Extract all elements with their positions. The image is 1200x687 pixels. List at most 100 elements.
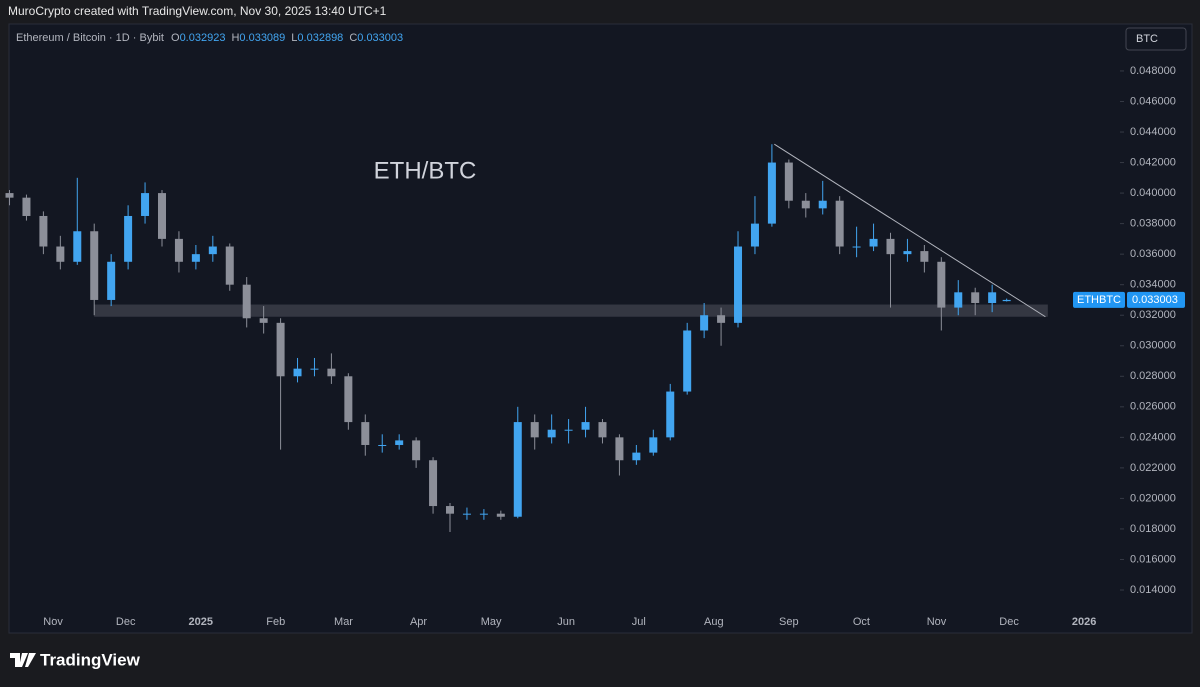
candle-body xyxy=(869,238,878,247)
logo-mark xyxy=(10,653,36,667)
candle-body xyxy=(462,513,471,515)
x-tick-label: Mar xyxy=(334,616,353,628)
candle-body xyxy=(310,368,319,370)
candle-body xyxy=(259,318,268,323)
candle-body xyxy=(632,452,641,461)
x-tick-label: Dec xyxy=(116,616,136,628)
candle-body xyxy=(22,197,31,216)
x-tick-label: Jul xyxy=(632,616,646,628)
candle-body xyxy=(581,422,590,430)
candle-body xyxy=(395,440,404,445)
chart-frame xyxy=(8,23,1193,634)
candle-body xyxy=(937,261,946,308)
candle-body xyxy=(547,429,556,438)
support-zone xyxy=(94,304,1048,317)
candle-body xyxy=(157,193,166,239)
candle-body xyxy=(717,315,726,323)
y-tick-label: 0.044000 xyxy=(1130,126,1176,138)
candle-body xyxy=(801,200,810,209)
candle-body xyxy=(1002,299,1011,302)
y-tick-label: 0.034000 xyxy=(1130,279,1176,291)
price-tag-bg xyxy=(1127,291,1185,308)
candle-body xyxy=(649,437,658,453)
candle-body xyxy=(174,238,183,262)
symbol-tag: ETHBTC xyxy=(1077,294,1121,306)
candle-body xyxy=(39,215,48,247)
candle-body xyxy=(496,513,505,517)
candle-body xyxy=(479,513,488,515)
y-tick-label: 0.020000 xyxy=(1130,492,1176,504)
candle-body xyxy=(903,251,912,255)
candle-body xyxy=(73,231,82,262)
candle-body xyxy=(446,506,455,514)
candle-body xyxy=(141,193,150,216)
candle-body xyxy=(767,162,776,224)
candle-body xyxy=(5,193,14,198)
y-tick-label: 0.026000 xyxy=(1130,401,1176,413)
candle-body xyxy=(615,437,624,461)
candle-body xyxy=(750,223,759,247)
y-tick-label: 0.014000 xyxy=(1130,584,1176,596)
y-tick-label: 0.016000 xyxy=(1130,553,1176,565)
candle-body xyxy=(564,429,573,431)
y-tick-label: 0.032000 xyxy=(1130,309,1176,321)
candle-body xyxy=(412,440,421,461)
trendline xyxy=(774,143,1046,318)
ohlc-key: C xyxy=(349,32,357,44)
y-tick-label: 0.022000 xyxy=(1130,462,1176,474)
currency[interactable]: BTC xyxy=(1136,33,1158,45)
y-tick-label: 0.030000 xyxy=(1130,340,1176,352)
symbol-tag-bg xyxy=(1073,291,1125,308)
price-tag: 0.033003 xyxy=(1132,294,1178,306)
x-tick-label: 2025 xyxy=(188,616,212,628)
candle-body xyxy=(276,322,285,377)
candle-body xyxy=(293,368,302,377)
candle-body xyxy=(784,162,793,201)
candle-body xyxy=(598,422,607,438)
x-tick-label: Jun xyxy=(557,616,575,628)
ohlc-key: O xyxy=(171,32,180,44)
currency-box[interactable] xyxy=(1125,27,1187,51)
x-tick-label: Apr xyxy=(410,616,427,628)
plot xyxy=(5,70,1124,620)
candle-body xyxy=(225,246,234,285)
x-tick-label: Oct xyxy=(853,616,870,628)
candle-body xyxy=(124,215,133,262)
candle-body xyxy=(886,238,895,255)
candle-body xyxy=(734,246,743,323)
y-tick-label: 0.046000 xyxy=(1130,95,1176,107)
candle-body xyxy=(90,231,99,300)
candle-body xyxy=(242,284,251,319)
candle-body xyxy=(920,251,929,262)
candle-body xyxy=(361,422,370,445)
x-tick-label: Sep xyxy=(779,616,799,628)
candle-body xyxy=(344,376,353,423)
ohlc-key: L xyxy=(291,32,297,44)
candle-body xyxy=(683,330,692,392)
x-tick-label: Aug xyxy=(704,616,724,628)
ohlc-value: 0.033089 xyxy=(239,32,285,44)
ohlc-value: 0.032923 xyxy=(180,32,226,44)
candle-body xyxy=(971,292,980,304)
logo: TradingView xyxy=(10,650,141,669)
x-tick-label: May xyxy=(481,616,502,628)
ohlc-key: H xyxy=(231,32,239,44)
candle-body xyxy=(56,246,65,262)
ohlc-value: 0.033003 xyxy=(357,32,403,44)
x-tick-label: Nov xyxy=(927,616,947,628)
logo-text: TradingView xyxy=(40,650,141,669)
candle-body xyxy=(700,315,709,331)
y-tick-label: 0.038000 xyxy=(1130,218,1176,230)
x-tick-label: 2026 xyxy=(1072,616,1096,628)
y-tick-label: 0.040000 xyxy=(1130,187,1176,199)
y-tick-label: 0.042000 xyxy=(1130,156,1176,168)
candle-body xyxy=(818,200,827,209)
candle-body xyxy=(208,246,217,255)
x-tick-label: Nov xyxy=(43,616,63,628)
x-tick-label: Dec xyxy=(999,616,1019,628)
candle-body xyxy=(429,460,438,507)
y-tick-label: 0.024000 xyxy=(1130,431,1176,443)
candle-body xyxy=(835,200,844,247)
